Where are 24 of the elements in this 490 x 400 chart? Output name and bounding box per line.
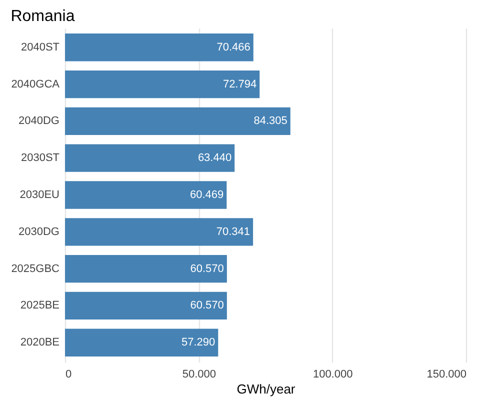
data-label: 60.469 bbox=[190, 189, 224, 201]
y-tick-label: 2040GCA bbox=[11, 78, 60, 90]
chart-title: Romania bbox=[10, 8, 75, 25]
data-label: 57.290 bbox=[182, 336, 216, 349]
y-tick-label: 2040DG bbox=[18, 115, 60, 128]
data-label: 60.570 bbox=[190, 262, 224, 275]
y-tick-label: 2025GBC bbox=[11, 262, 60, 275]
x-tick-label: 150.000 bbox=[426, 368, 466, 380]
x-axis-title: GWh/year bbox=[236, 382, 296, 396]
data-label: 72.794 bbox=[222, 78, 257, 90]
y-tick-label: 2025BE bbox=[20, 300, 60, 312]
y-tick-label: 2030EU bbox=[20, 189, 60, 201]
data-label: 63.440 bbox=[198, 152, 232, 164]
x-tick-label: 50.000 bbox=[182, 368, 216, 380]
data-label: 70.341 bbox=[216, 226, 250, 238]
x-tick-label: 0 bbox=[66, 368, 72, 380]
y-tick-label: 2030ST bbox=[20, 152, 60, 164]
y-tick-label: 2040ST bbox=[20, 41, 60, 54]
data-label: 84.305 bbox=[254, 115, 288, 128]
y-tick-label: 2020BE bbox=[20, 336, 60, 349]
data-label: 70.466 bbox=[216, 41, 250, 54]
x-tick-label: 100.000 bbox=[312, 368, 353, 380]
y-tick-label: 2030DG bbox=[18, 226, 60, 238]
data-label: 60.570 bbox=[190, 300, 224, 312]
